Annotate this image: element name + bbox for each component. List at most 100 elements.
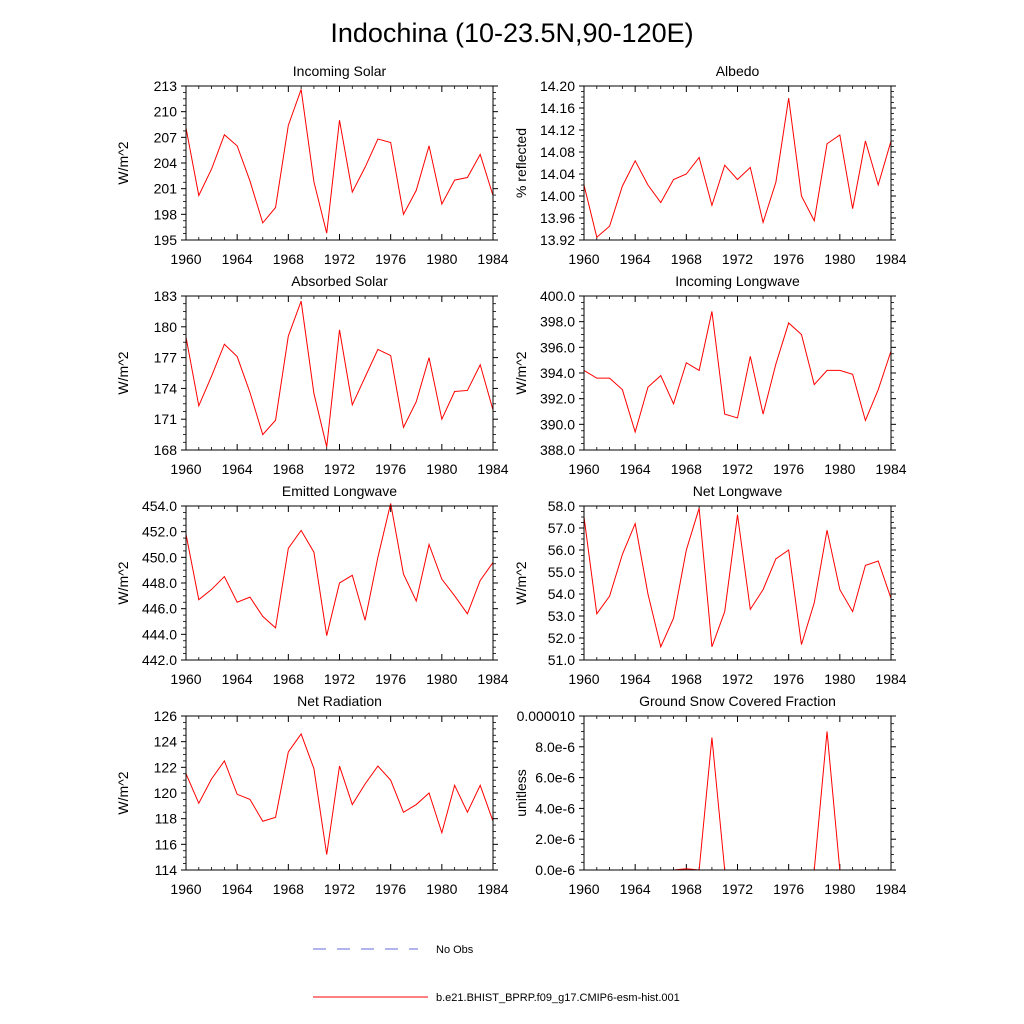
y-tick-label: 14.04: [540, 166, 575, 182]
panel-title: Absorbed Solar: [291, 273, 388, 289]
x-tick-label: 1980: [824, 461, 855, 477]
y-tick-label: 14.00: [540, 188, 575, 204]
x-tick-label: 1960: [170, 461, 201, 477]
y-axis-label: W/m^2: [115, 771, 131, 814]
x-tick-label: 1960: [170, 251, 201, 267]
x-tick-label: 1968: [273, 881, 304, 897]
y-tick-label: 14.20: [540, 78, 575, 94]
series-line: [583, 311, 892, 434]
y-axis-label: W/m^2: [115, 141, 131, 184]
series-line: [185, 300, 494, 448]
y-tick-label: 400.0: [540, 288, 575, 304]
x-tick-label: 1976: [773, 671, 804, 687]
y-axis-label: W/m^2: [115, 351, 131, 394]
x-tick-label: 1972: [722, 461, 753, 477]
x-tick-label: 1984: [477, 461, 508, 477]
y-tick-label: 392.0: [540, 391, 575, 407]
x-tick-label: 1984: [875, 881, 906, 897]
x-tick-label: 1960: [568, 251, 599, 267]
y-tick-label: 14.08: [540, 144, 575, 160]
y-tick-label: 54.0: [548, 586, 575, 602]
series-line: [583, 508, 892, 649]
chart-panel: Emitted Longwave W/m^2 442.0 444.0 446.0 448.…: [115, 483, 509, 687]
x-tick-label: 1984: [875, 671, 906, 687]
panel-title: Net Radiation: [297, 693, 382, 709]
y-tick-label: 388.0: [540, 442, 575, 458]
x-tick-label: 1984: [875, 251, 906, 267]
y-tick-label: 201: [154, 181, 178, 197]
x-tick-label: 1980: [824, 671, 855, 687]
x-tick-label: 1972: [324, 251, 355, 267]
x-tick-label: 1968: [273, 251, 304, 267]
y-axis-label: W/m^2: [115, 561, 131, 604]
y-tick-label: 446.0: [142, 601, 177, 617]
series-line: [185, 503, 494, 636]
y-tick-label: 51.0: [548, 652, 575, 668]
y-tick-label: 52.0: [548, 630, 575, 646]
figure-title: Indochina (10-23.5N,90-120E): [330, 18, 693, 48]
y-tick-label: 0.000010: [517, 708, 576, 724]
panel-title: Incoming Longwave: [675, 273, 800, 289]
legend-model-label: b.e21.BHIST_BPRP.f09_g17.CMIP6-esm-hist.…: [436, 992, 680, 1004]
y-tick-label: 454.0: [142, 498, 177, 514]
x-tick-label: 1968: [273, 461, 304, 477]
plot-frame: [583, 715, 892, 871]
x-tick-label: 1960: [568, 671, 599, 687]
y-tick-label: 4.0e-6: [535, 800, 575, 816]
y-tick-label: 6.0e-6: [535, 770, 575, 786]
y-axis-label: unitless: [513, 769, 529, 816]
panel-title: Albedo: [716, 63, 760, 79]
plot-frame: [185, 505, 494, 661]
y-tick-label: 120: [154, 785, 178, 801]
x-tick-label: 1980: [824, 251, 855, 267]
panel-title: Ground Snow Covered Fraction: [639, 693, 836, 709]
x-tick-label: 1984: [477, 671, 508, 687]
x-tick-label: 1980: [426, 251, 457, 267]
y-tick-label: 56.0: [548, 542, 575, 558]
y-tick-label: 177: [154, 350, 178, 366]
x-tick-label: 1980: [426, 881, 457, 897]
y-tick-label: 114: [155, 862, 178, 878]
panel-title: Net Longwave: [693, 483, 783, 499]
y-tick-label: 57.0: [548, 520, 575, 536]
x-tick-label: 1964: [620, 461, 651, 477]
x-tick-label: 1968: [671, 671, 702, 687]
y-tick-label: 210: [154, 104, 178, 120]
x-tick-label: 1976: [375, 251, 406, 267]
x-tick-label: 1972: [722, 251, 753, 267]
x-tick-label: 1976: [773, 881, 804, 897]
x-tick-label: 1964: [222, 461, 253, 477]
chart-panel: Albedo % reflected 13.92 13.96 14.00 14.04 14.…: [513, 63, 907, 267]
x-tick-label: 1968: [671, 881, 702, 897]
y-tick-label: 452.0: [142, 524, 177, 540]
y-tick-label: 442.0: [142, 652, 177, 668]
chart-panel: Incoming Solar W/m^2 195 198 201 204 207 210 213…: [115, 63, 509, 267]
y-tick-label: 168: [154, 442, 178, 458]
y-tick-label: 394.0: [540, 365, 575, 381]
legend: No Obs b.e21.BHIST_BPRP.f09_g17.CMIP6-es…: [313, 944, 680, 1004]
y-tick-label: 2.0e-6: [535, 831, 575, 847]
x-tick-label: 1972: [722, 671, 753, 687]
x-tick-label: 1976: [773, 251, 804, 267]
y-tick-label: 0.0e-6: [535, 862, 575, 878]
chart-panel: Net Radiation W/m^2 114 116 118 120 122 124 126 1…: [115, 693, 509, 897]
x-tick-label: 1968: [273, 671, 304, 687]
y-tick-label: 124: [154, 734, 178, 750]
x-tick-label: 1980: [426, 671, 457, 687]
y-tick-label: 198: [154, 206, 178, 222]
x-tick-label: 1984: [875, 461, 906, 477]
x-tick-label: 1976: [375, 671, 406, 687]
x-tick-label: 1972: [324, 671, 355, 687]
y-tick-label: 13.96: [540, 210, 575, 226]
x-tick-label: 1980: [824, 881, 855, 897]
y-tick-label: 14.16: [540, 100, 575, 116]
x-tick-label: 1964: [222, 671, 253, 687]
y-tick-label: 118: [155, 811, 178, 827]
y-tick-label: 450.0: [142, 549, 177, 565]
y-tick-label: 195: [154, 232, 178, 248]
x-tick-label: 1964: [222, 251, 253, 267]
plot-frame: [583, 505, 892, 661]
panel-title: Emitted Longwave: [282, 483, 397, 499]
